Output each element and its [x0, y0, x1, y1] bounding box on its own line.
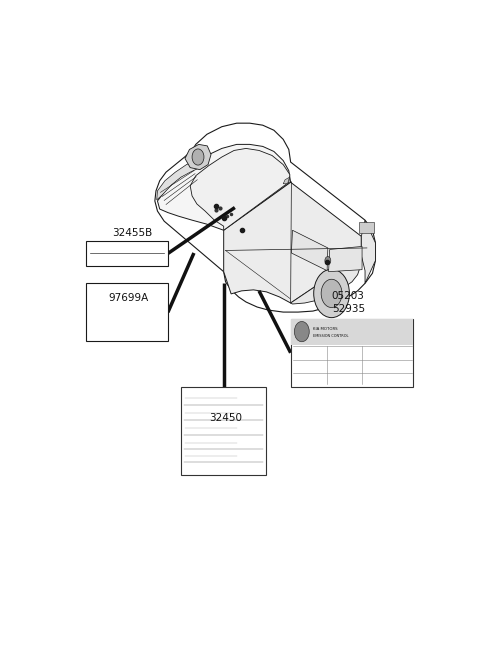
Polygon shape — [291, 230, 328, 271]
Polygon shape — [224, 182, 361, 303]
Bar — [290, 319, 413, 387]
Polygon shape — [290, 255, 361, 304]
Polygon shape — [155, 123, 375, 312]
Polygon shape — [157, 144, 290, 230]
Polygon shape — [190, 148, 290, 230]
Text: 05203
52935: 05203 52935 — [332, 291, 365, 314]
Circle shape — [325, 256, 331, 264]
Text: 32455B: 32455B — [112, 228, 153, 238]
Polygon shape — [329, 247, 362, 272]
Polygon shape — [361, 220, 375, 283]
Text: 97699A: 97699A — [108, 293, 149, 304]
Bar — [290, 319, 413, 344]
Bar — [181, 387, 266, 475]
Text: 32450: 32450 — [209, 413, 242, 423]
Text: EMISSION CONTROL: EMISSION CONTROL — [313, 335, 348, 338]
Circle shape — [321, 279, 342, 308]
Polygon shape — [283, 177, 289, 184]
Circle shape — [294, 321, 309, 342]
Circle shape — [192, 149, 204, 165]
Circle shape — [314, 269, 349, 318]
Bar — [86, 283, 168, 341]
Bar — [360, 222, 373, 233]
Polygon shape — [185, 144, 211, 170]
Polygon shape — [156, 159, 198, 200]
Text: KIA MOTORS: KIA MOTORS — [313, 327, 337, 331]
Bar — [86, 241, 168, 266]
